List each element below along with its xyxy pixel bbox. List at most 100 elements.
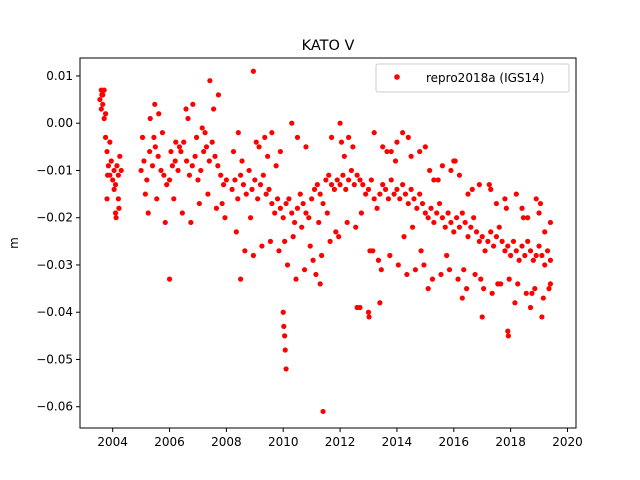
data-point xyxy=(456,172,463,178)
data-point xyxy=(190,101,196,107)
data-point xyxy=(108,158,114,164)
data-point xyxy=(188,219,194,226)
x-tick-label: 2006 xyxy=(154,435,185,449)
data-point xyxy=(147,115,153,122)
data-point xyxy=(371,196,377,202)
data-point xyxy=(338,139,345,145)
data-point xyxy=(212,153,218,159)
data-point xyxy=(269,200,275,207)
data-point xyxy=(473,229,480,235)
data-point xyxy=(394,186,400,192)
data-point xyxy=(219,200,225,207)
y-axis-label: m xyxy=(7,237,21,249)
data-point xyxy=(213,205,220,211)
x-axis: 2004 2006 2008 2010 2012 2014 2016 2018 2020 xyxy=(97,428,583,449)
data-point xyxy=(282,347,288,353)
data-point xyxy=(218,172,224,178)
data-point xyxy=(260,172,266,178)
data-point xyxy=(155,153,161,159)
legend-box xyxy=(375,63,570,93)
data-point xyxy=(502,196,508,202)
data-point xyxy=(98,106,104,112)
data-point xyxy=(269,130,275,136)
data-point xyxy=(394,139,400,145)
legend: repro2018a (IGS14) xyxy=(375,63,570,93)
data-point xyxy=(482,248,488,254)
data-point xyxy=(499,238,505,244)
data-point xyxy=(459,295,465,301)
y-tick-label: −0.06 xyxy=(36,400,73,414)
data-point xyxy=(365,309,372,315)
data-point xyxy=(388,177,394,183)
data-point xyxy=(293,276,299,282)
plot-area-frame xyxy=(79,57,577,429)
data-point xyxy=(158,167,164,174)
data-point xyxy=(408,153,414,159)
data-point xyxy=(102,111,109,117)
data-point xyxy=(265,153,271,159)
data-point xyxy=(320,408,326,415)
legend-marker xyxy=(394,74,400,80)
data-point xyxy=(159,130,166,136)
data-point xyxy=(201,148,207,155)
chart-title: KATO V xyxy=(302,38,355,54)
data-point xyxy=(239,158,245,164)
data-point xyxy=(181,139,187,145)
data-point xyxy=(220,182,227,188)
data-point xyxy=(104,196,110,202)
data-point xyxy=(481,286,487,292)
data-point xyxy=(488,186,494,192)
data-point xyxy=(529,290,535,296)
data-point xyxy=(311,186,318,192)
data-point xyxy=(110,177,116,183)
data-point xyxy=(404,271,410,278)
data-point xyxy=(232,177,238,183)
data-point xyxy=(317,281,323,287)
data-point xyxy=(202,130,208,136)
data-point xyxy=(409,224,416,230)
data-point xyxy=(418,248,424,254)
data-point xyxy=(317,191,323,197)
data-point xyxy=(421,262,427,268)
y-tick-label: −0.04 xyxy=(36,305,73,319)
data-point xyxy=(515,281,521,287)
data-point xyxy=(365,186,372,192)
y-tick-label: −0.03 xyxy=(36,258,73,272)
data-point xyxy=(392,158,399,164)
data-point xyxy=(448,167,454,174)
data-point xyxy=(357,304,363,311)
data-point xyxy=(341,153,347,159)
data-point xyxy=(516,257,522,263)
data-point xyxy=(168,148,174,155)
data-point xyxy=(498,281,504,287)
data-point xyxy=(169,163,175,169)
data-point xyxy=(334,177,340,183)
data-point xyxy=(493,200,500,207)
data-point xyxy=(412,267,418,273)
data-point xyxy=(320,200,326,207)
data-point xyxy=(113,215,119,221)
data-point xyxy=(319,252,325,259)
data-point xyxy=(547,281,554,287)
data-point xyxy=(102,134,109,140)
data-point xyxy=(247,215,254,221)
data-point xyxy=(337,120,343,126)
data-point xyxy=(506,276,512,282)
data-point xyxy=(326,172,332,178)
y-tick-label: 0.01 xyxy=(46,69,73,83)
data-point xyxy=(463,286,470,292)
data-point xyxy=(468,224,474,230)
data-point xyxy=(242,248,248,254)
data-point xyxy=(465,234,471,240)
data-point xyxy=(431,177,437,183)
data-point xyxy=(465,191,471,197)
y-tick-label: −0.01 xyxy=(36,163,73,177)
data-point xyxy=(252,177,258,183)
data-point xyxy=(435,177,441,183)
data-point xyxy=(431,219,437,226)
data-point xyxy=(544,248,551,254)
data-point xyxy=(316,219,322,226)
data-point xyxy=(503,205,509,211)
data-point xyxy=(328,134,335,140)
data-point xyxy=(183,106,189,112)
